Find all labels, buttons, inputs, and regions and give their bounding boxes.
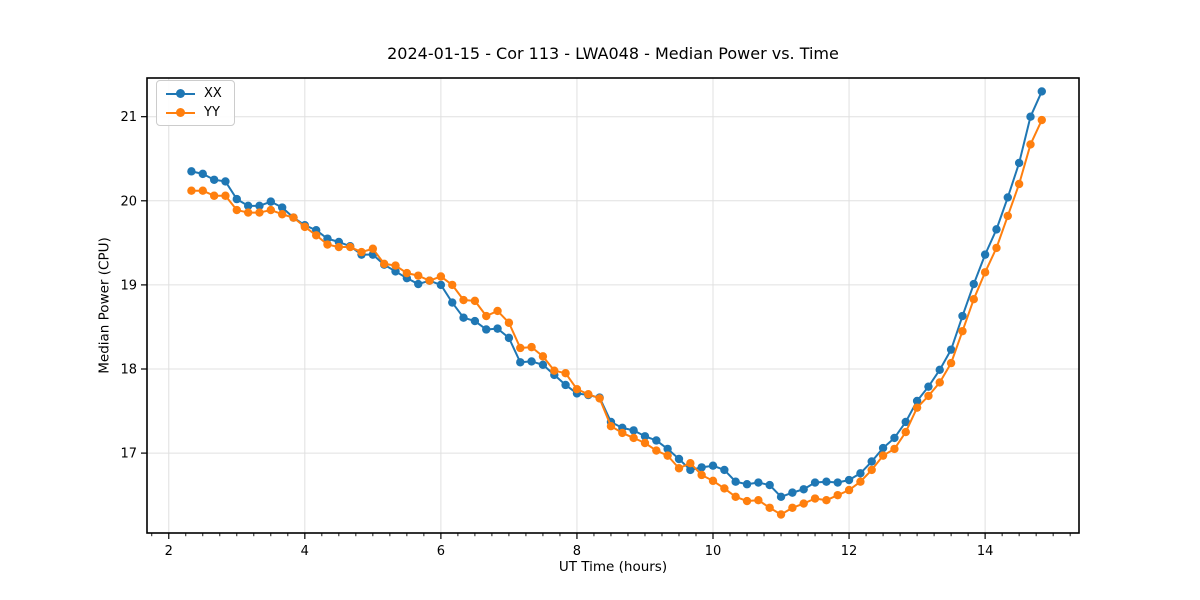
chart-title: 2024-01-15 - Cor 113 - LWA048 - Median P… [387, 44, 839, 63]
legend: XX YY [156, 80, 235, 126]
svg-text:19: 19 [120, 278, 137, 293]
legend-entry-xx: XX [166, 87, 222, 100]
svg-text:20: 20 [120, 194, 137, 209]
svg-text:2: 2 [165, 544, 173, 559]
legend-label-xx: XX [204, 86, 222, 101]
legend-marker-xx-icon [166, 89, 195, 99]
svg-text:12: 12 [841, 544, 858, 559]
x-axis-label: UT Time (hours) [558, 559, 668, 575]
svg-text:21: 21 [120, 110, 137, 125]
y-axis-label: Median Power (CPU) [96, 237, 113, 374]
svg-text:17: 17 [120, 447, 137, 462]
svg-text:4: 4 [301, 544, 309, 559]
legend-label-yy: YY [204, 105, 220, 120]
legend-marker-yy-icon [166, 108, 195, 118]
legend-entry-yy: YY [166, 106, 222, 119]
svg-text:10: 10 [705, 544, 722, 559]
svg-text:18: 18 [120, 362, 137, 377]
svg-text:14: 14 [977, 544, 994, 559]
svg-text:6: 6 [437, 544, 445, 559]
svg-text:8: 8 [573, 544, 581, 559]
